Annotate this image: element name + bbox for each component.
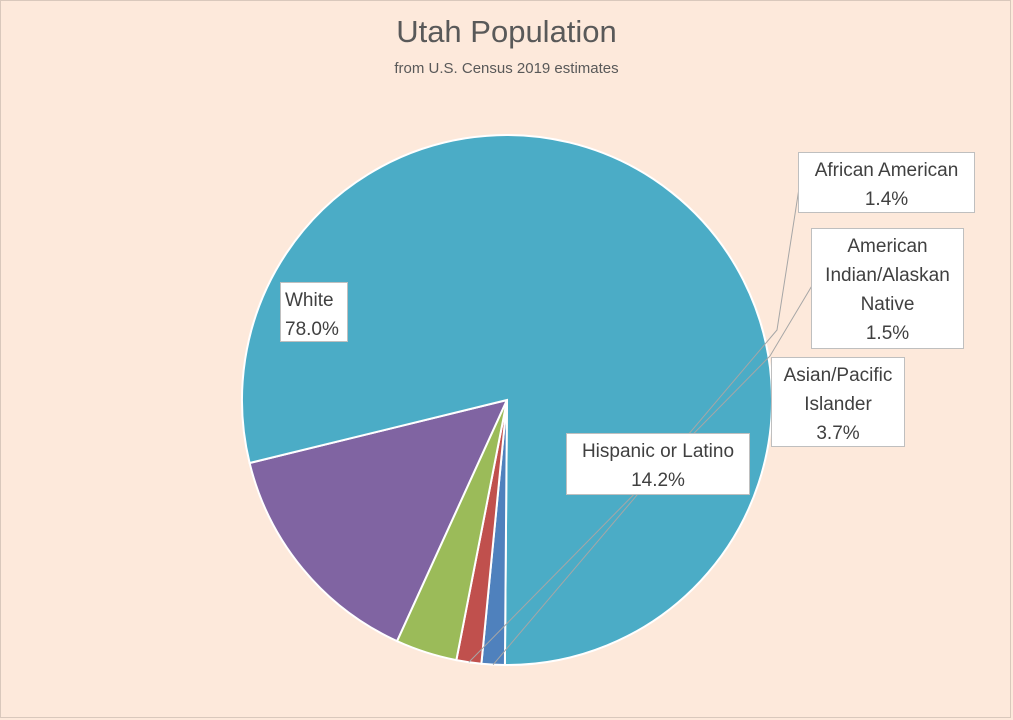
data-label-percent: 1.4% [864, 189, 909, 210]
data-label-name: Indian/Alaskan [825, 265, 950, 286]
data-label-percent: 3.7% [816, 423, 860, 444]
chart-subtitle: from U.S. Census 2019 estimates [394, 60, 619, 77]
pie-slice-hispanic-or-latino [248, 398, 509, 643]
data-label-hispanic-or-latino: Hispanic or Latino 14.2% [566, 433, 750, 495]
leader-line [468, 283, 814, 663]
data-label-percent: 78.0% [285, 319, 339, 340]
data-label-african-american: African American 1.4% [798, 152, 975, 213]
data-label-percent: 14.2% [631, 470, 685, 491]
data-label-name: American [847, 236, 928, 257]
data-label-name: White [285, 290, 334, 311]
pie-slices [241, 134, 773, 666]
leader-lines [468, 181, 814, 665]
chart-title: Utah Population [396, 14, 617, 49]
data-label-name: Islander [804, 394, 872, 415]
data-label-name: African American [814, 160, 959, 181]
data-label-american-indian-alaskan-native: American Indian/Alaskan Native 1.5% [811, 228, 964, 349]
leader-line [492, 181, 801, 665]
pie-slice-asian-pacific-islander [395, 399, 508, 662]
data-label-percent: 1.5% [865, 323, 910, 344]
data-label-name: Asian/Pacific [783, 365, 893, 386]
data-label-name: Hispanic or Latino [581, 441, 735, 462]
data-label-name: Native [860, 294, 915, 315]
data-label-white: White 78.0% [280, 282, 348, 342]
data-label-asian-pacific-islander: Asian/Pacific Islander 3.7% [771, 357, 905, 447]
